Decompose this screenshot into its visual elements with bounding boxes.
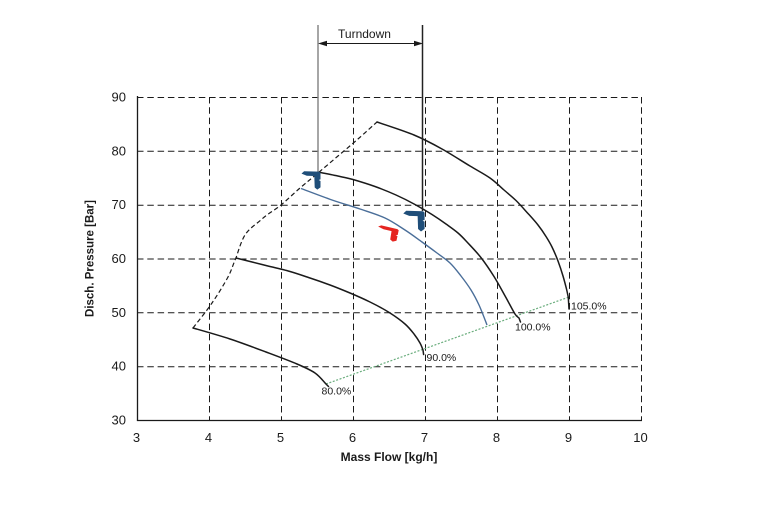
svg-text:5: 5: [277, 430, 284, 445]
svg-text:6: 6: [349, 430, 356, 445]
svg-text:50: 50: [112, 305, 126, 320]
svg-text:90.0%: 90.0%: [427, 352, 457, 364]
svg-text:9: 9: [565, 430, 572, 445]
svg-text:80.0%: 80.0%: [322, 386, 352, 398]
svg-text:70: 70: [112, 197, 126, 212]
svg-text:80: 80: [112, 143, 126, 158]
svg-text:105.0%: 105.0%: [571, 301, 607, 313]
svg-text:90: 90: [112, 90, 126, 105]
svg-text:8: 8: [493, 430, 500, 445]
svg-text:Disch. Pressure [Bar]: Disch. Pressure [Bar]: [85, 200, 97, 317]
svg-text:40: 40: [112, 359, 126, 374]
svg-text:Mass Flow [kg/h]: Mass Flow [kg/h]: [341, 450, 438, 464]
svg-text:10: 10: [633, 430, 647, 445]
svg-text:60: 60: [112, 251, 126, 266]
svg-text:Turndown: Turndown: [338, 27, 391, 41]
svg-text:100.0%: 100.0%: [515, 322, 551, 334]
svg-text:3: 3: [133, 430, 140, 445]
svg-text:30: 30: [112, 413, 126, 428]
svg-text:7: 7: [421, 430, 428, 445]
svg-text:4: 4: [205, 430, 212, 445]
